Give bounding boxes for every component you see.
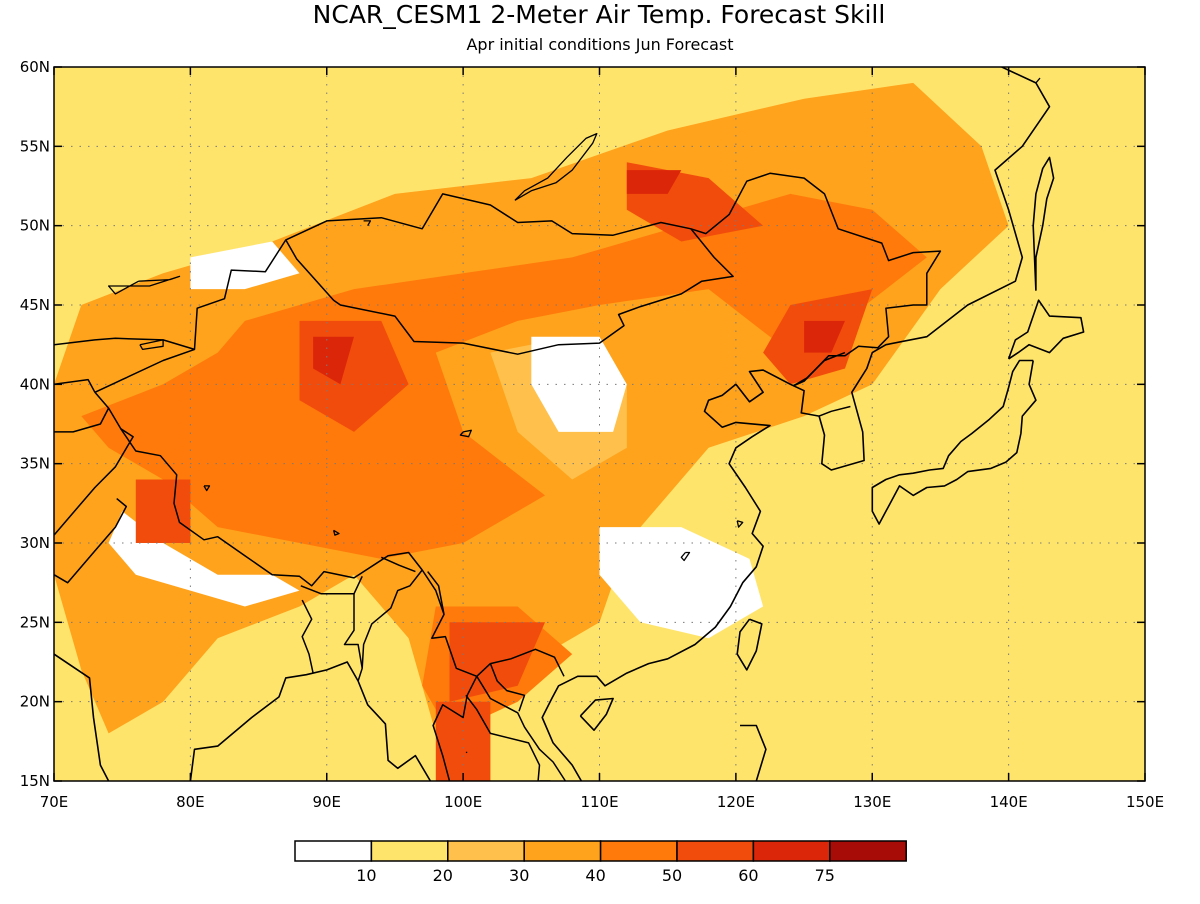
- border-10: [357, 569, 423, 682]
- colorbar-swatch: [447, 840, 525, 862]
- lat-lon-gridlines: [54, 67, 1145, 781]
- chart-subtitle: Apr initial conditions Jun Forecast: [466, 35, 733, 54]
- colorbar-swatch: [294, 840, 373, 862]
- lake-0: [514, 132, 598, 201]
- x-tick-label: 100E: [444, 793, 482, 811]
- skill-region-4: [108, 511, 300, 607]
- coastline-4: [871, 359, 1037, 525]
- x-tick-label: 110E: [580, 793, 618, 811]
- coastline-8: [579, 697, 614, 731]
- y-tick-label: 45N: [20, 296, 50, 314]
- x-tick-label: 130E: [853, 793, 891, 811]
- x-tick-label: 70E: [40, 793, 69, 811]
- lake-10: [1035, 77, 1041, 84]
- coastline-9: [740, 724, 767, 781]
- y-tick-label: 40N: [20, 375, 50, 393]
- border-1: [285, 228, 734, 355]
- lake-4: [680, 551, 691, 562]
- lake-1: [107, 275, 181, 295]
- colorbar-label: 10: [356, 866, 376, 885]
- coastline-5: [1007, 299, 1085, 360]
- colorbar-label: 20: [433, 866, 453, 885]
- y-tick-label: 55N: [20, 137, 50, 155]
- border-13: [427, 571, 445, 615]
- border-14: [432, 675, 478, 781]
- colorbar-swatch: [676, 840, 755, 862]
- border-9: [301, 599, 314, 674]
- x-tick-label: 80E: [176, 793, 205, 811]
- colorbar-swatch: [829, 840, 907, 862]
- colorbar-swatch: [752, 840, 831, 862]
- y-tick-label: 35N: [20, 455, 50, 473]
- lake-7: [332, 529, 340, 536]
- coastlines: [54, 67, 1085, 781]
- skill-region-14: [435, 701, 491, 781]
- coastline-7: [736, 618, 763, 671]
- skill-region-6: [190, 241, 300, 290]
- lake-5: [736, 520, 744, 528]
- colorbar-label: 60: [738, 866, 758, 885]
- skill-region-17: [626, 170, 682, 194]
- skill-region-5: [599, 527, 764, 639]
- skill-region-15: [313, 336, 354, 385]
- skill-region-7: [81, 193, 927, 559]
- border-15: [476, 675, 567, 781]
- colorbar-swatch: [599, 840, 678, 862]
- border-8: [300, 575, 363, 595]
- border-2: [94, 391, 565, 678]
- y-tick-label: 15N: [20, 772, 50, 790]
- colorbar-label: 40: [585, 866, 605, 885]
- y-tick-label: 60N: [20, 58, 50, 76]
- coastline-2: [189, 661, 432, 781]
- lake-3: [459, 429, 472, 438]
- coastline-0: [541, 67, 1051, 781]
- skill-region-3: [531, 336, 627, 432]
- skill-region-16: [804, 320, 845, 353]
- latitude-axis: 60N 55N 50N 45N 40N 35N 30N 25N 20N 15N: [20, 58, 1145, 790]
- colorbar-label: 75: [815, 866, 835, 885]
- border-7: [54, 498, 128, 584]
- border-20: [818, 405, 851, 417]
- border-12: [380, 556, 416, 573]
- chart-title: NCAR_CESM1 2-Meter Air Temp. Forecast Sk…: [313, 0, 886, 29]
- colorbar-swatch: [523, 840, 602, 862]
- border-3: [54, 428, 134, 536]
- skill-region-12: [135, 479, 191, 543]
- lake-9: [363, 220, 372, 227]
- coastline-6: [1032, 156, 1055, 291]
- country-borders: [54, 172, 942, 781]
- coastline-1: [54, 653, 110, 781]
- border-17: [489, 663, 526, 712]
- colorbar-label: 50: [662, 866, 682, 885]
- lake-6: [203, 485, 211, 492]
- border-16: [465, 694, 541, 781]
- y-tick-label: 25N: [20, 613, 50, 631]
- colorbar-label: 30: [509, 866, 529, 885]
- border-0: [94, 172, 942, 393]
- x-tick-label: 150E: [1126, 793, 1164, 811]
- border-19: [792, 351, 846, 387]
- border-5: [54, 378, 96, 393]
- lakes: [107, 77, 1041, 754]
- colorbar-swatch: [370, 840, 449, 862]
- lake-2: [139, 339, 164, 351]
- y-tick-label: 30N: [20, 534, 50, 552]
- x-tick-label: 120E: [717, 793, 755, 811]
- y-tick-label: 20N: [20, 693, 50, 711]
- border-11: [343, 593, 363, 669]
- colorbar: 10 20 30 40 50 60 75: [294, 840, 907, 885]
- border-6: [54, 337, 195, 351]
- y-tick-label: 50N: [20, 217, 50, 235]
- longitude-axis: 70E 80E 90E 100E 110E 120E 130E 140E 150E: [40, 67, 1164, 811]
- x-tick-label: 140E: [990, 793, 1028, 811]
- x-tick-label: 90E: [312, 793, 341, 811]
- border-4: [54, 407, 110, 433]
